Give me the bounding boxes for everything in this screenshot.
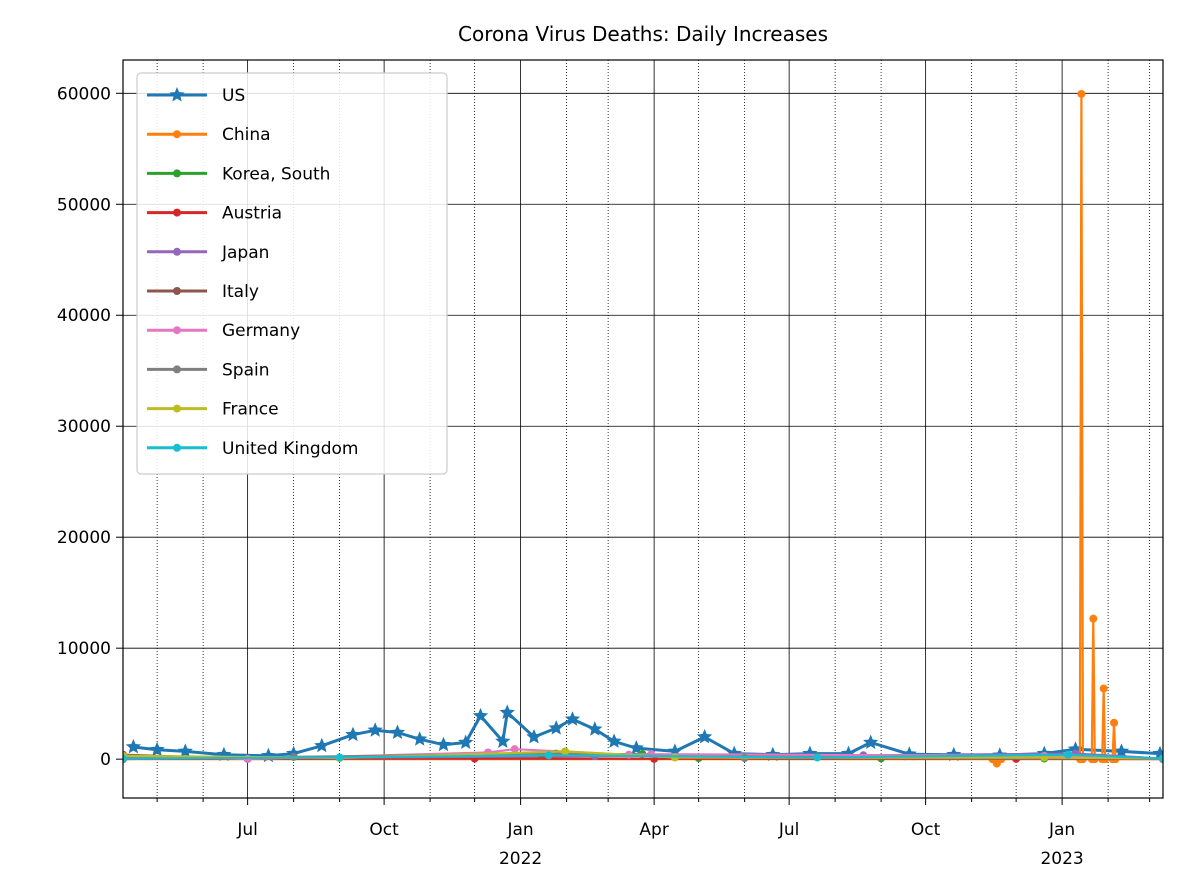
- data-point: [177, 743, 193, 758]
- data-point: [1099, 684, 1108, 693]
- data-point: [548, 720, 564, 735]
- data-point: [1064, 750, 1073, 759]
- y-tick-label: 10000: [57, 639, 111, 659]
- legend-swatch-marker: [173, 365, 181, 374]
- data-point: [670, 753, 679, 762]
- series-group: [123, 89, 1163, 768]
- legend-swatch-marker: [173, 404, 181, 413]
- x-tick-year-label: 2022: [499, 849, 542, 869]
- data-point: [510, 745, 519, 754]
- x-tick-label: Jan: [506, 820, 533, 840]
- legend-item: Japan: [147, 243, 269, 263]
- legend-swatch-marker: [173, 169, 181, 178]
- data-point: [1077, 89, 1086, 98]
- data-point: [587, 721, 603, 736]
- plot-frame: [122, 59, 1164, 799]
- legend-label: Spain: [222, 360, 270, 380]
- data-point: [564, 711, 581, 726]
- x-tick-year-label: 2023: [1040, 849, 1083, 869]
- data-point: [149, 741, 165, 757]
- legend-swatch-marker: [173, 247, 181, 256]
- data-point: [125, 739, 141, 754]
- data-point: [1089, 614, 1098, 623]
- data-point: [472, 707, 489, 723]
- data-point: [389, 724, 406, 739]
- legend-item: Italy: [147, 282, 259, 302]
- data-point: [458, 734, 474, 749]
- legend-item: Germany: [147, 321, 300, 341]
- x-tick-label: Jul: [778, 820, 800, 840]
- data-point: [561, 747, 570, 756]
- x-tick-label: Oct: [369, 820, 399, 840]
- y-tick-label: 20000: [57, 528, 111, 548]
- series-united-kingdom: [123, 750, 1163, 763]
- y-tick-label: 30000: [57, 417, 111, 437]
- legend-label: France: [222, 400, 279, 420]
- legend-item: United Kingdom: [147, 439, 358, 459]
- x-tick-label: Jan: [1048, 820, 1075, 840]
- x-tick-label: Jul: [236, 820, 258, 840]
- data-point: [314, 737, 330, 753]
- legend-swatch-marker: [173, 326, 181, 335]
- data-point: [526, 729, 542, 744]
- legend-item: Spain: [147, 360, 270, 380]
- legend-item: Austria: [147, 204, 282, 224]
- legend-swatch-marker: [169, 87, 185, 102]
- legend-label: Japan: [221, 243, 269, 263]
- legend-item: Korea, South: [147, 164, 330, 184]
- data-point: [544, 751, 553, 760]
- y-tick-label: 0: [100, 750, 111, 770]
- x-tick-label: Oct: [911, 820, 941, 840]
- y-tick-label: 40000: [57, 306, 111, 326]
- legend-swatch-marker: [173, 208, 181, 217]
- y-tick-label: 50000: [57, 195, 111, 215]
- data-point: [367, 722, 383, 737]
- data-point: [1113, 743, 1130, 758]
- data-point: [123, 754, 127, 763]
- series-line: [123, 753, 1163, 760]
- data-point: [863, 734, 879, 749]
- data-point: [345, 726, 361, 742]
- legend-swatch-marker: [173, 287, 181, 295]
- data-point: [499, 704, 515, 719]
- legend-label: Italy: [222, 282, 259, 302]
- legend-item: France: [147, 400, 279, 420]
- x-axis: Jul Oct Jan 2022 Apr Jul Oct Jan 2023: [156, 798, 1151, 869]
- legend-item: US: [147, 86, 245, 106]
- legend-label: US: [222, 86, 245, 106]
- legend-swatch-marker: [173, 130, 181, 139]
- y-tick-label: 60000: [57, 84, 111, 104]
- data-point: [335, 753, 344, 762]
- data-point: [813, 753, 822, 762]
- data-point: [435, 736, 452, 752]
- data-point: [1159, 754, 1163, 763]
- legend-label: United Kingdom: [222, 439, 358, 459]
- legend-swatch-marker: [173, 443, 181, 452]
- data-point: [495, 733, 511, 748]
- legend-item: China: [147, 125, 271, 145]
- legend-label: Korea, South: [222, 164, 330, 184]
- x-tick-label: Apr: [639, 820, 668, 840]
- y-axis: 0 10000 20000 30000 40000 50000 60000: [57, 84, 123, 770]
- legend-label: Austria: [222, 204, 282, 224]
- chart-title: Corona Virus Deaths: Daily Increases: [458, 22, 828, 46]
- data-point: [1110, 718, 1119, 727]
- data-point: [412, 731, 428, 746]
- legend-box: [136, 72, 448, 475]
- data-point: [697, 729, 713, 744]
- legend-label: China: [222, 125, 271, 145]
- legend-label: Germany: [222, 321, 300, 341]
- data-point: [606, 733, 622, 748]
- legend: US China Korea, South Austria Japan Italy Germ…: [136, 72, 448, 475]
